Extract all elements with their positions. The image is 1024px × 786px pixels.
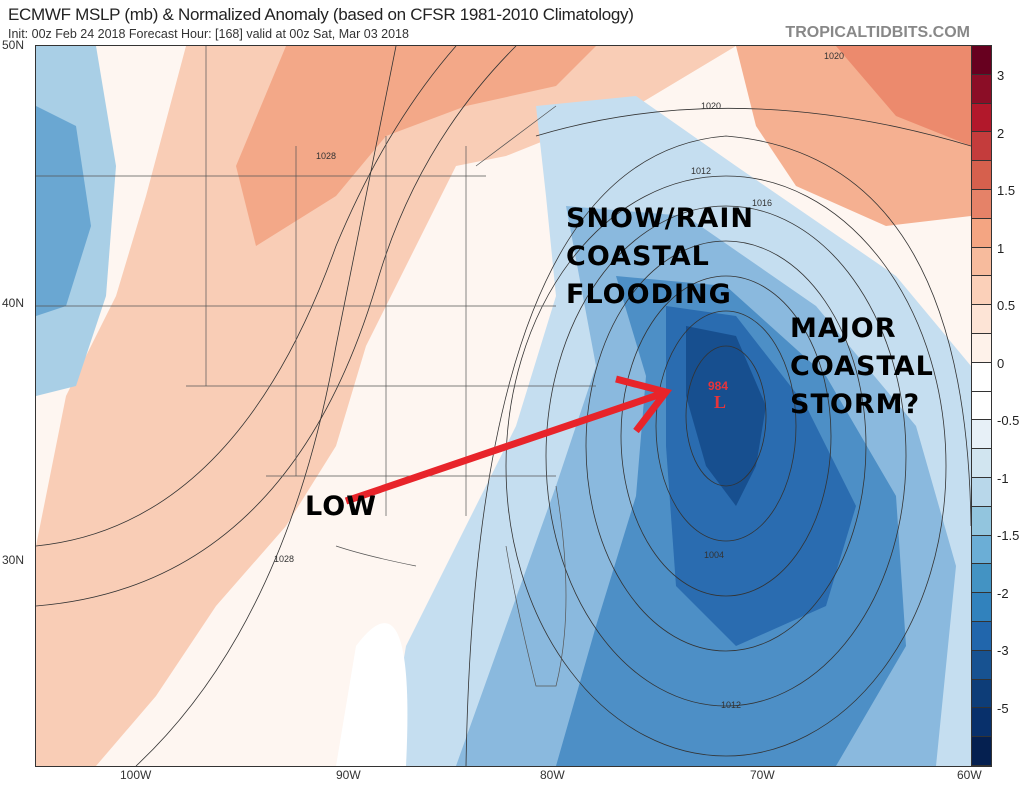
lon-label: 80W <box>540 768 565 782</box>
colorbar-bin <box>972 103 991 133</box>
lon-label: 100W <box>120 768 152 782</box>
contour-label: 1028 <box>274 554 295 564</box>
annotation-snow-rain: SNOW/RAIN COASTAL FLOODING <box>566 200 754 313</box>
colorbar-bin <box>972 478 991 507</box>
colorbar-bin <box>972 132 991 162</box>
brand-watermark: TROPICALTIDBITS.COM <box>785 24 970 41</box>
colorbar-label: -3 <box>997 643 1009 658</box>
colorbar-bin <box>972 679 991 709</box>
lat-label: 40N <box>2 296 25 310</box>
annotation-line: COASTAL <box>566 240 710 272</box>
positive-anomaly-region <box>36 46 736 766</box>
map-subtitle: Init: 00z Feb 24 2018 Forecast Hour: [16… <box>8 27 409 41</box>
colorbar-bin <box>972 420 991 450</box>
contour-label: 1004 <box>704 550 725 560</box>
lon-label: 60W <box>957 768 982 782</box>
annotation-line: FLOODING <box>566 278 732 310</box>
colorbar-bin <box>972 593 991 622</box>
colorbar-label: -2 <box>997 585 1009 601</box>
colorbar-bin <box>972 564 991 594</box>
pressure-anomaly-map: 1028 1020 1028 1012 1016 1020 1004 1012 … <box>35 45 972 767</box>
colorbar-bin <box>972 218 991 248</box>
colorbar <box>971 45 992 767</box>
lon-label: 90W <box>336 768 361 782</box>
colorbar-label: -5 <box>997 700 1009 716</box>
northeast-strong-anomaly <box>836 46 971 146</box>
colorbar-bin <box>972 46 991 75</box>
contour-label: 1028 <box>316 151 337 161</box>
annotation-line: COASTAL <box>790 350 934 382</box>
contour-label: 1020 <box>824 51 845 61</box>
annotation-low: LOW <box>305 491 377 522</box>
colorbar-label: -1.5 <box>997 528 1020 543</box>
colorbar-bin <box>972 708 991 738</box>
lon-label: 70W <box>750 768 775 782</box>
colorbar-label: 0.5 <box>997 298 1016 313</box>
colorbar-bin <box>972 247 991 277</box>
colorbar-bin <box>972 161 991 190</box>
colorbar-bin <box>972 622 991 651</box>
colorbar-label: 1.5 <box>997 183 1016 198</box>
colorbar-bin <box>972 334 991 363</box>
strong-positive-anomaly-region <box>236 46 596 246</box>
colorbar-bin <box>972 391 991 421</box>
low-pressure-value: 984 <box>708 379 729 393</box>
colorbar-label: 2 <box>997 125 1005 141</box>
colorbar-bin <box>972 449 991 478</box>
colorbar-label: -1 <box>997 470 1009 486</box>
contour-label: 1016 <box>752 198 773 208</box>
colorbar-label: -0.5 <box>997 413 1020 428</box>
lat-label: 50N <box>2 38 25 52</box>
annotation-line: SNOW/RAIN <box>566 203 754 234</box>
gulf-neutral <box>336 623 408 766</box>
contour-label: 1020 <box>701 101 722 111</box>
contour-label: 1012 <box>691 166 712 176</box>
storm-center-anomaly <box>686 326 766 506</box>
colorbar-label: 3 <box>997 68 1005 83</box>
colorbar-bin <box>972 74 991 104</box>
colorbar-bin <box>972 650 991 680</box>
red-arrow <box>344 375 672 505</box>
annotation-major-storm: MAJOR COASTAL STORM? <box>790 310 934 423</box>
map-title: ECMWF MSLP (mb) & Normalized Anomaly (ba… <box>8 5 634 24</box>
contour-label: 1012 <box>721 700 742 710</box>
low-center-marker: L <box>714 392 727 412</box>
isobars <box>36 46 971 766</box>
colorbar-bin <box>972 362 991 392</box>
colorbar-bin <box>972 305 991 334</box>
lat-label: 30N <box>2 553 25 567</box>
colorbar-bin <box>972 737 991 766</box>
colorbar-label: 1 <box>997 240 1005 256</box>
colorbar-bin <box>972 190 991 219</box>
colorbar-bin <box>972 276 991 306</box>
west-strong-negative-anomaly <box>36 106 91 316</box>
colorbar-bin <box>972 535 991 565</box>
colorbar-bin <box>972 506 991 536</box>
colorbar-label: 0 <box>997 355 1005 371</box>
annotation-line: STORM? <box>790 388 921 420</box>
annotation-line: MAJOR <box>790 313 897 344</box>
